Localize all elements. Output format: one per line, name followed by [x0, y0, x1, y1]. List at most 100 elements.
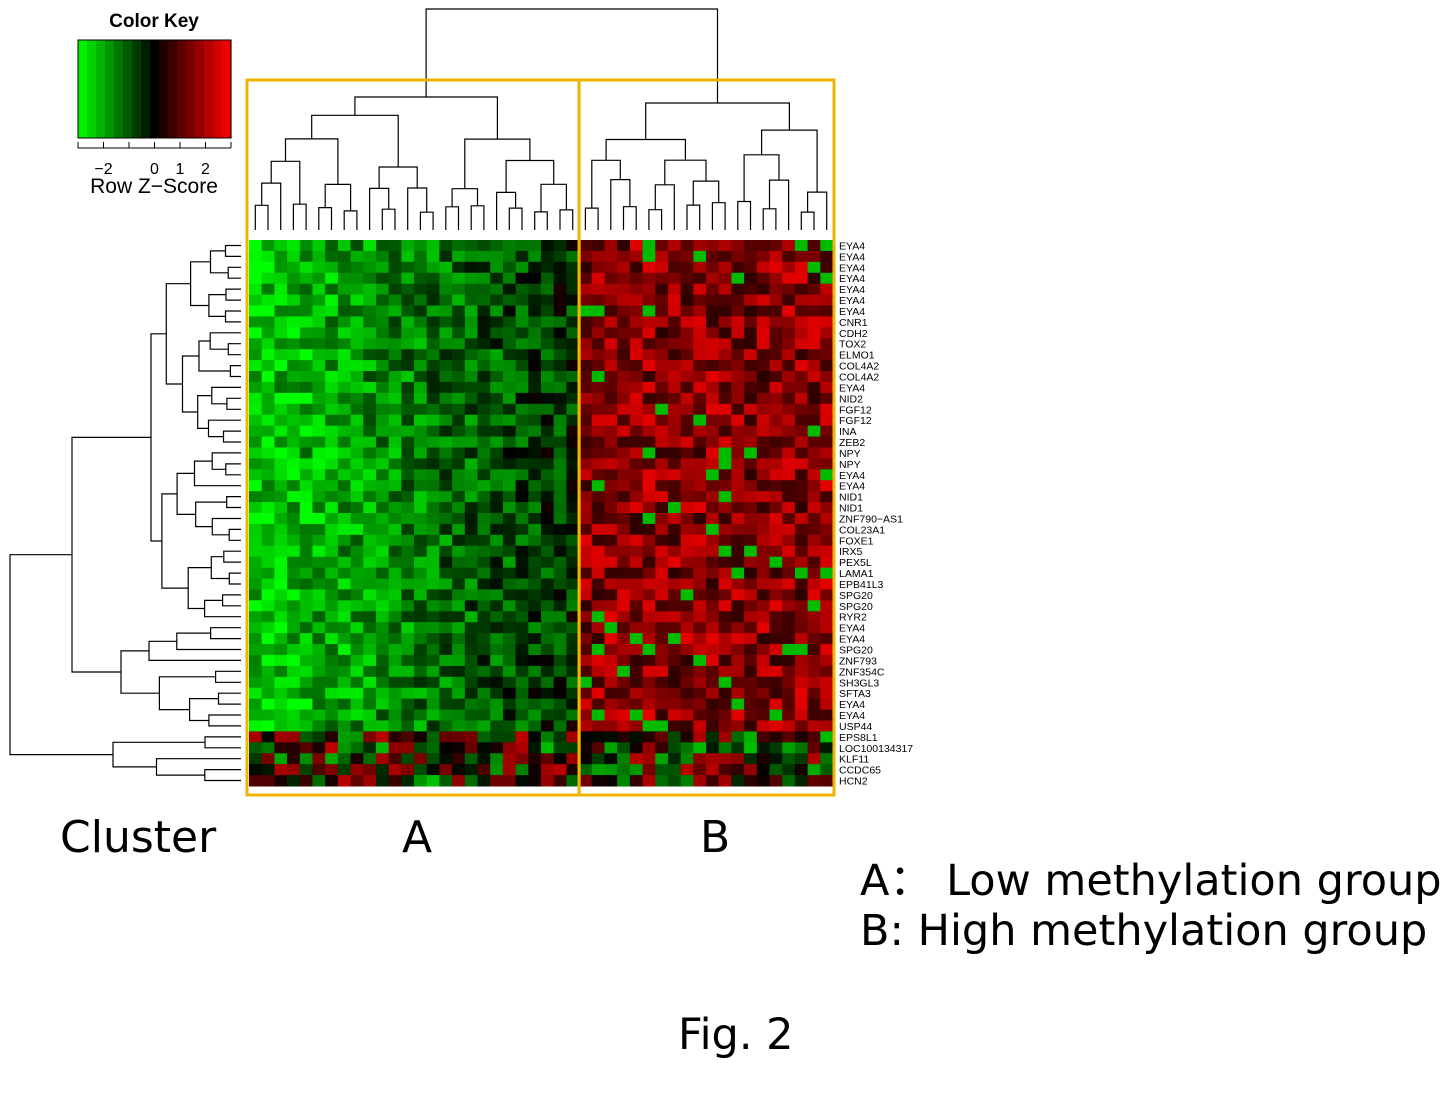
dendrogram-branch: [743, 154, 780, 202]
heatmap-cell: [261, 272, 275, 285]
heatmap-cell: [261, 294, 275, 307]
heatmap-cell: [477, 545, 491, 558]
heatmap-cell: [312, 436, 326, 448]
dendrogram-branch: [120, 650, 160, 694]
heatmap-cell: [249, 294, 263, 307]
heatmap-cell: [312, 480, 326, 492]
heatmap-cell: [604, 611, 618, 623]
heatmap-cell: [528, 513, 542, 525]
heatmap-cell: [452, 698, 466, 711]
heatmap-cell: [782, 709, 796, 721]
heatmap-cell: [350, 469, 364, 481]
heatmap-cell: [287, 414, 301, 427]
heatmap-cell: [363, 578, 377, 590]
group-b-label: B: [700, 812, 731, 863]
heatmap-cell: [477, 436, 491, 448]
heatmap-cell: [464, 589, 479, 601]
heatmap-cell: [464, 600, 479, 612]
heatmap-cell: [782, 403, 796, 416]
row-label: LOC100134317: [839, 743, 913, 755]
heatmap-cell: [274, 250, 288, 263]
heatmap-cell: [591, 403, 605, 416]
heatmap-cell: [388, 523, 402, 536]
heatmap-cell: [680, 720, 694, 732]
heatmap-cell: [807, 403, 821, 416]
heatmap-cell: [439, 633, 453, 645]
color-key-strip: [213, 40, 223, 138]
heatmap-cell: [769, 567, 783, 580]
heatmap-cell: [541, 371, 555, 383]
heatmap-cell: [541, 250, 555, 263]
heatmap-cell: [249, 458, 263, 470]
heatmap-cell: [756, 392, 771, 405]
heatmap-cell: [566, 294, 580, 307]
heatmap-cell: [731, 425, 745, 438]
heatmap-cell: [439, 589, 453, 601]
heatmap-cell: [604, 589, 618, 601]
heatmap-cell: [502, 764, 517, 776]
heatmap-cell: [693, 294, 707, 307]
heatmap-cell: [515, 305, 529, 317]
heatmap-cell: [617, 775, 631, 787]
heatmap-cell: [325, 381, 339, 394]
heatmap-cell: [490, 240, 504, 252]
heatmap-cell: [731, 283, 745, 296]
heatmap-cell: [401, 556, 415, 569]
heatmap-cell: [541, 742, 555, 754]
heatmap-cell: [375, 480, 390, 492]
heatmap-cell: [807, 764, 821, 776]
heatmap-cell: [337, 294, 352, 307]
heatmap-cell: [820, 294, 834, 307]
heatmap-cell: [655, 654, 669, 667]
heatmap-cell: [706, 316, 720, 328]
heatmap-cell: [769, 545, 783, 558]
heatmap-cell: [464, 272, 479, 285]
heatmap-cell: [452, 644, 466, 656]
heatmap-cell: [312, 644, 326, 656]
heatmap-cell: [299, 775, 313, 787]
heatmap-cell: [693, 469, 707, 481]
heatmap-cell: [579, 469, 593, 481]
heatmap-cell: [312, 633, 326, 645]
heatmap-cell: [312, 250, 326, 263]
heatmap-cell: [706, 283, 720, 296]
heatmap-cell: [325, 654, 339, 667]
figure-caption: Fig. 2: [678, 1010, 794, 1060]
heatmap-cell: [782, 294, 796, 307]
heatmap-cell: [617, 283, 631, 296]
heatmap-cell: [744, 600, 758, 612]
heatmap-cell: [794, 305, 809, 317]
heatmap-cell: [667, 436, 682, 448]
heatmap-cell: [579, 633, 593, 645]
color-key-border: [77, 39, 232, 139]
heatmap-cell: [325, 731, 339, 743]
heatmap-cell: [299, 392, 313, 405]
heatmap-cell: [591, 458, 605, 470]
heatmap-cell: [731, 742, 745, 754]
heatmap-cell: [337, 622, 352, 634]
heatmap-cell: [744, 349, 758, 361]
heatmap-cell: [820, 753, 834, 765]
heatmap-cell: [325, 567, 339, 580]
heatmap-cell: [629, 665, 644, 678]
row-label: PEX5L: [839, 557, 872, 569]
heatmap-cell: [414, 633, 428, 645]
heatmap-cell: [477, 720, 491, 732]
heatmap-cell: [706, 250, 720, 263]
heatmap-cell: [706, 731, 720, 743]
heatmap-cell: [655, 720, 669, 732]
heatmap-cell: [426, 491, 440, 503]
heatmap-cell: [680, 305, 694, 317]
heatmap-cell: [401, 578, 415, 590]
heatmap-cell: [541, 622, 555, 634]
row-label: EYA4: [839, 470, 865, 482]
heatmap-cell: [541, 436, 555, 448]
heatmap-cell: [261, 622, 275, 634]
heatmap-cell: [363, 414, 377, 427]
heatmap-cell: [299, 676, 313, 689]
heatmap-cell: [541, 578, 555, 590]
heatmap-cell: [553, 502, 567, 514]
heatmap-cell: [706, 360, 720, 372]
heatmap-cell: [350, 403, 364, 416]
heatmap-cell: [553, 327, 567, 339]
